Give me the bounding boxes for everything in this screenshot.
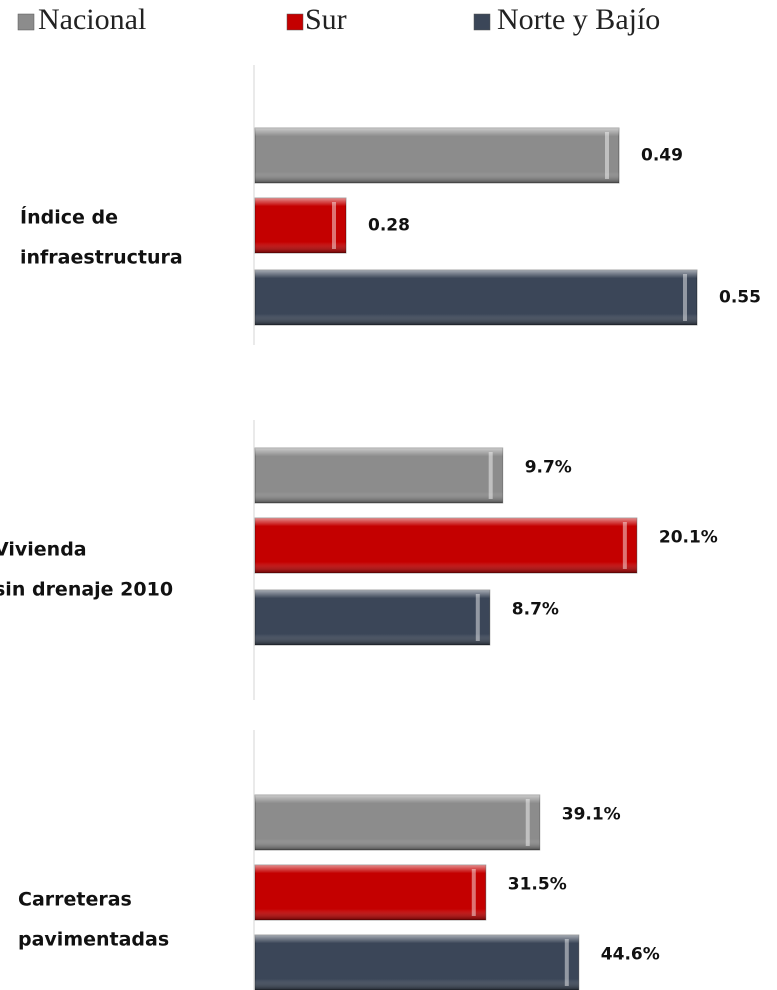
value-label: 0.55 bbox=[719, 288, 761, 308]
bar-highlight bbox=[525, 799, 530, 846]
legend-label: Norte y Bajío bbox=[497, 3, 660, 36]
legend-swatch bbox=[17, 13, 35, 31]
value-label: 39.1% bbox=[562, 805, 621, 825]
bar-shade bbox=[255, 865, 486, 920]
bar-highlight bbox=[475, 594, 480, 641]
legend-label: Sur bbox=[305, 3, 347, 36]
legend-label: Nacional bbox=[38, 3, 146, 36]
category-label: Carreteras bbox=[18, 889, 132, 911]
bar-highlight bbox=[564, 939, 569, 986]
category-label: sin drenaje 2010 bbox=[0, 579, 173, 601]
legend-swatch bbox=[473, 13, 491, 31]
bar-highlight bbox=[332, 202, 336, 249]
bar-shade bbox=[255, 590, 490, 645]
legend-swatch bbox=[286, 13, 304, 31]
category-label: Vivienda bbox=[0, 539, 87, 561]
bar-highlight bbox=[683, 274, 687, 321]
value-label: 8.7% bbox=[512, 600, 559, 620]
value-label: 0.49 bbox=[641, 146, 683, 166]
bar-shade bbox=[255, 518, 637, 573]
bar-shade bbox=[255, 270, 697, 325]
bar-shade bbox=[255, 795, 540, 850]
bar-shade bbox=[255, 935, 579, 990]
value-label: 31.5% bbox=[508, 875, 567, 895]
category-label: Índice de bbox=[20, 206, 118, 229]
bar-highlight bbox=[605, 132, 609, 179]
bar-highlight bbox=[471, 869, 476, 916]
value-label: 0.28 bbox=[368, 216, 410, 236]
bar-shade bbox=[255, 448, 503, 503]
value-label: 44.6% bbox=[601, 945, 660, 965]
bar-highlight bbox=[488, 452, 493, 499]
bar-highlight bbox=[622, 522, 627, 569]
bar-shade bbox=[255, 198, 346, 253]
bar-shade bbox=[255, 128, 619, 183]
value-label: 9.7% bbox=[525, 458, 572, 478]
category-label: pavimentadas bbox=[18, 929, 169, 951]
category-label: infraestructura bbox=[20, 247, 183, 269]
value-label: 20.1% bbox=[659, 528, 718, 548]
